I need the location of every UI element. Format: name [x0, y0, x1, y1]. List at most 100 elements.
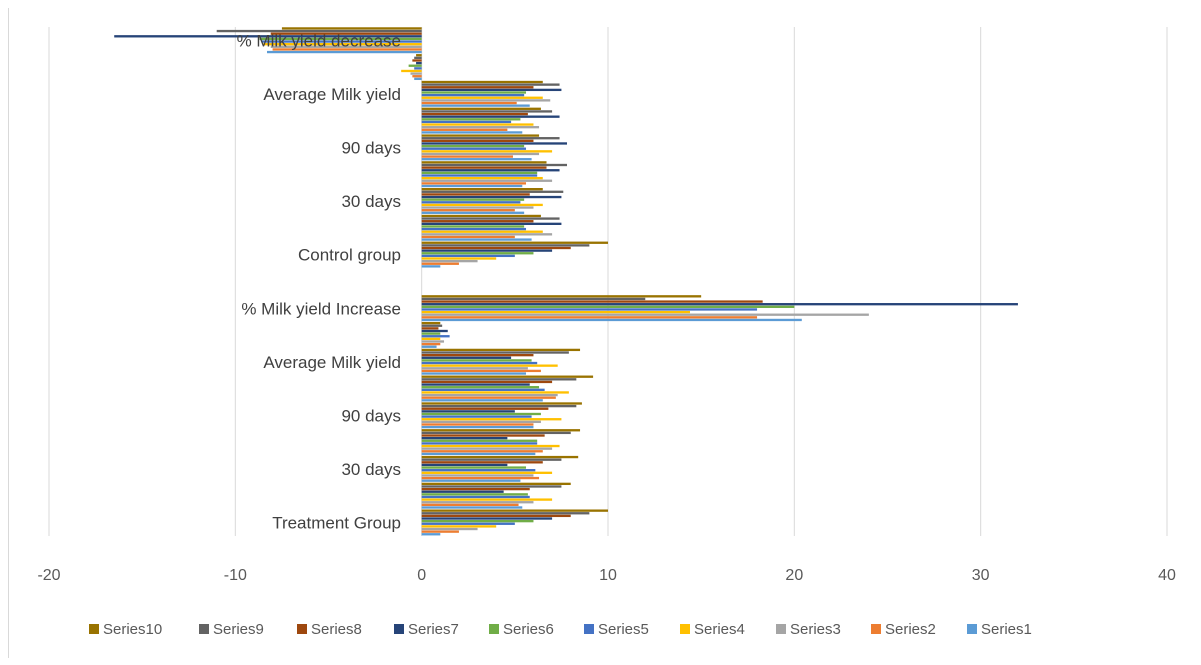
bar — [421, 359, 532, 362]
bar — [421, 461, 543, 464]
bar — [421, 375, 594, 378]
bar — [421, 217, 560, 220]
bar — [421, 112, 528, 116]
legend-swatch — [776, 624, 786, 634]
bar — [421, 476, 540, 480]
legend-label: Series6 — [503, 621, 554, 638]
bar — [421, 238, 532, 241]
bar — [421, 533, 441, 536]
bar — [421, 176, 543, 180]
bar — [421, 134, 540, 137]
bar — [421, 139, 534, 143]
bar — [416, 54, 422, 57]
bar — [421, 297, 646, 301]
x-tick-label: 10 — [599, 567, 617, 584]
bar — [421, 356, 512, 359]
bar — [421, 88, 562, 92]
bar — [421, 383, 530, 386]
bar — [421, 188, 543, 191]
bar — [421, 369, 541, 373]
bar — [421, 142, 568, 145]
bar — [421, 169, 560, 172]
bar — [421, 463, 508, 467]
bar — [421, 501, 534, 504]
bar — [414, 67, 422, 70]
bar — [421, 233, 553, 236]
legend-label: Series8 — [311, 621, 362, 638]
bar — [421, 402, 582, 405]
legend-swatch — [680, 624, 690, 634]
bar — [421, 425, 534, 429]
legend-swatch — [394, 624, 404, 634]
legend-item: Series3 — [776, 621, 841, 638]
bar — [421, 120, 512, 124]
bar — [421, 420, 541, 424]
bar — [421, 439, 538, 442]
bar — [421, 340, 445, 343]
legend-item: Series9 — [199, 621, 264, 638]
x-tick-label: 20 — [785, 567, 803, 584]
bar — [412, 75, 422, 78]
bar — [421, 386, 540, 389]
bar — [421, 131, 523, 134]
bar — [421, 257, 497, 260]
legend-swatch — [297, 624, 307, 634]
bar — [421, 83, 560, 86]
bar — [421, 474, 534, 477]
bar — [421, 493, 528, 496]
legend-item: Series5 — [584, 621, 649, 638]
bars — [114, 27, 1018, 536]
bar — [421, 316, 758, 319]
bar — [421, 222, 562, 225]
bar — [421, 91, 527, 94]
bar — [421, 96, 543, 99]
category-label: Average Milk yield — [263, 353, 401, 372]
bar — [216, 29, 422, 33]
bar — [421, 404, 577, 408]
bar — [421, 367, 528, 370]
chart-frame — [8, 8, 1194, 658]
bar — [421, 126, 540, 129]
bar — [421, 163, 568, 167]
bar — [421, 517, 553, 520]
bar — [421, 329, 448, 333]
bar — [421, 150, 553, 153]
legend-label: Series3 — [790, 621, 841, 638]
bar — [421, 353, 534, 357]
bar — [421, 512, 590, 515]
bar — [421, 429, 581, 432]
bar — [421, 144, 525, 148]
bar — [421, 337, 441, 341]
bar — [421, 423, 534, 426]
category-label: % Milk yield decrease — [237, 31, 401, 50]
category-label: 30 days — [341, 460, 401, 479]
bar — [421, 503, 519, 507]
category-label: % Milk yield Increase — [241, 299, 401, 318]
bar — [414, 77, 422, 81]
bar — [421, 361, 538, 365]
legend-label: Series4 — [694, 621, 745, 638]
legend: Series10 Series9 Series8 Series7 Series6 Seri… — [89, 621, 1032, 638]
bar — [421, 514, 571, 518]
bar — [421, 184, 523, 188]
bar — [421, 436, 508, 440]
bar — [270, 45, 422, 48]
bar — [421, 195, 562, 199]
bar — [421, 220, 534, 223]
bar — [421, 158, 532, 161]
bar — [421, 509, 608, 512]
bar — [421, 332, 441, 335]
bar — [421, 327, 439, 330]
bar — [421, 485, 562, 488]
bar — [421, 101, 517, 105]
x-axis-ticks: -20 -10 0 10 20 30 40 — [37, 567, 1176, 584]
bar — [421, 418, 562, 421]
bar — [421, 455, 579, 459]
bar — [421, 104, 530, 107]
bar — [421, 321, 441, 325]
bar — [421, 123, 534, 126]
bar — [421, 310, 690, 314]
bar — [421, 230, 543, 233]
